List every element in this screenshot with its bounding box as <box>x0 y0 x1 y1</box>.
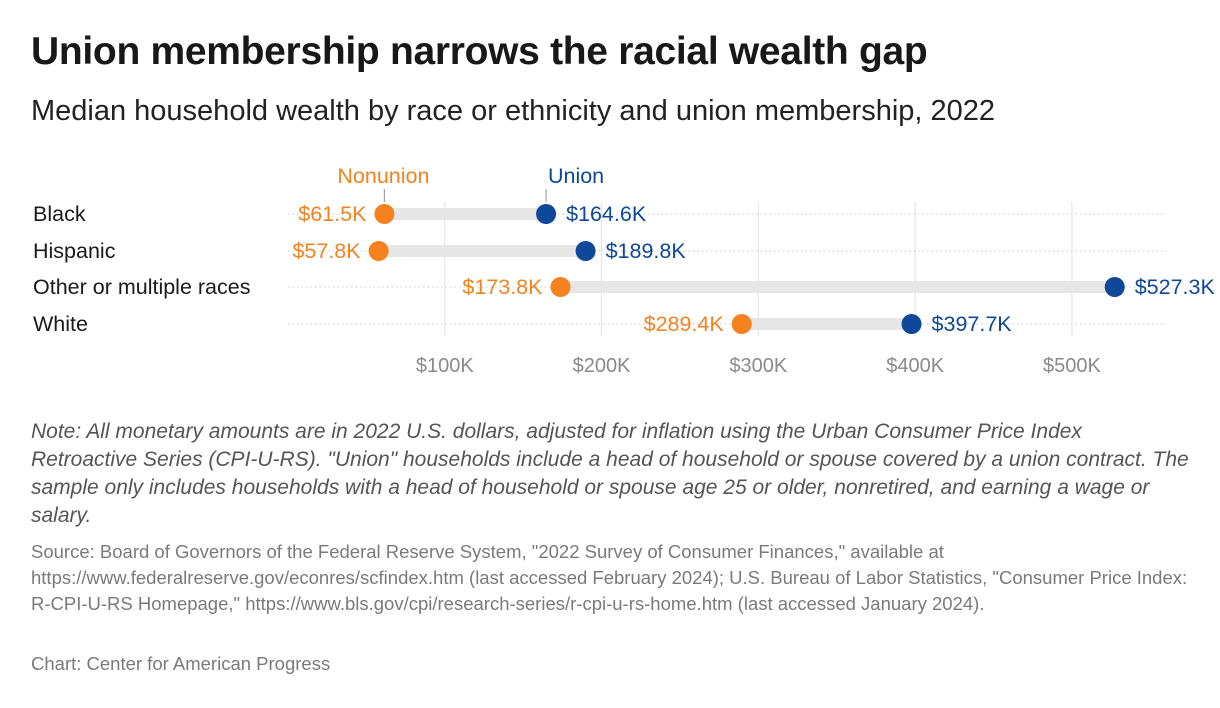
union-dot <box>575 241 596 261</box>
chart-credit: Chart: Center for American Progress <box>31 653 331 674</box>
x-tick-label: $400K <box>886 355 944 377</box>
nonunion-value-label: $57.8K <box>292 239 361 263</box>
x-tick-label: $500K <box>1043 355 1101 377</box>
category-label: White <box>33 312 88 336</box>
category-label: Black <box>33 202 86 226</box>
range-bar <box>560 281 1115 293</box>
category-label: Hispanic <box>33 239 116 263</box>
dot-plot-chart: $100K $200K $300K $400K $500K Black $61.5K $164… <box>33 164 1216 377</box>
union-value-label: $397.7K <box>932 312 1013 336</box>
union-dot <box>536 204 557 224</box>
union-value-label: $164.6K <box>566 202 647 226</box>
nonunion-dot <box>550 277 571 297</box>
chart-note: Note: All monetary amounts are in 2022 U… <box>31 420 1189 527</box>
range-bar <box>378 245 586 257</box>
union-value-label: $189.8K <box>606 239 687 263</box>
union-value-label: $527.3K <box>1135 275 1216 299</box>
legend-nonunion-label: Nonunion <box>337 164 429 188</box>
union-dot <box>901 314 922 334</box>
nonunion-dot <box>731 314 752 334</box>
union-dot <box>1104 277 1125 297</box>
range-bar <box>741 318 912 330</box>
x-tick-label: $100K <box>416 355 474 377</box>
nonunion-value-label: $289.4K <box>644 312 725 336</box>
chart-subtitle: Median household wealth by race or ethni… <box>31 95 996 127</box>
nonunion-value-label: $61.5K <box>298 202 367 226</box>
chart-source: Source: Board of Governors of the Federa… <box>31 541 1188 614</box>
nonunion-dot <box>374 204 395 224</box>
range-bar <box>384 208 547 220</box>
nonunion-value-label: $173.8K <box>462 275 543 299</box>
chart-title: Union membership narrows the racial weal… <box>31 30 928 73</box>
x-tick-label: $300K <box>729 355 787 377</box>
legend-union-label: Union <box>548 164 604 188</box>
nonunion-dot <box>368 241 389 261</box>
category-label: Other or multiple races <box>33 275 250 299</box>
x-tick-label: $200K <box>573 355 631 377</box>
